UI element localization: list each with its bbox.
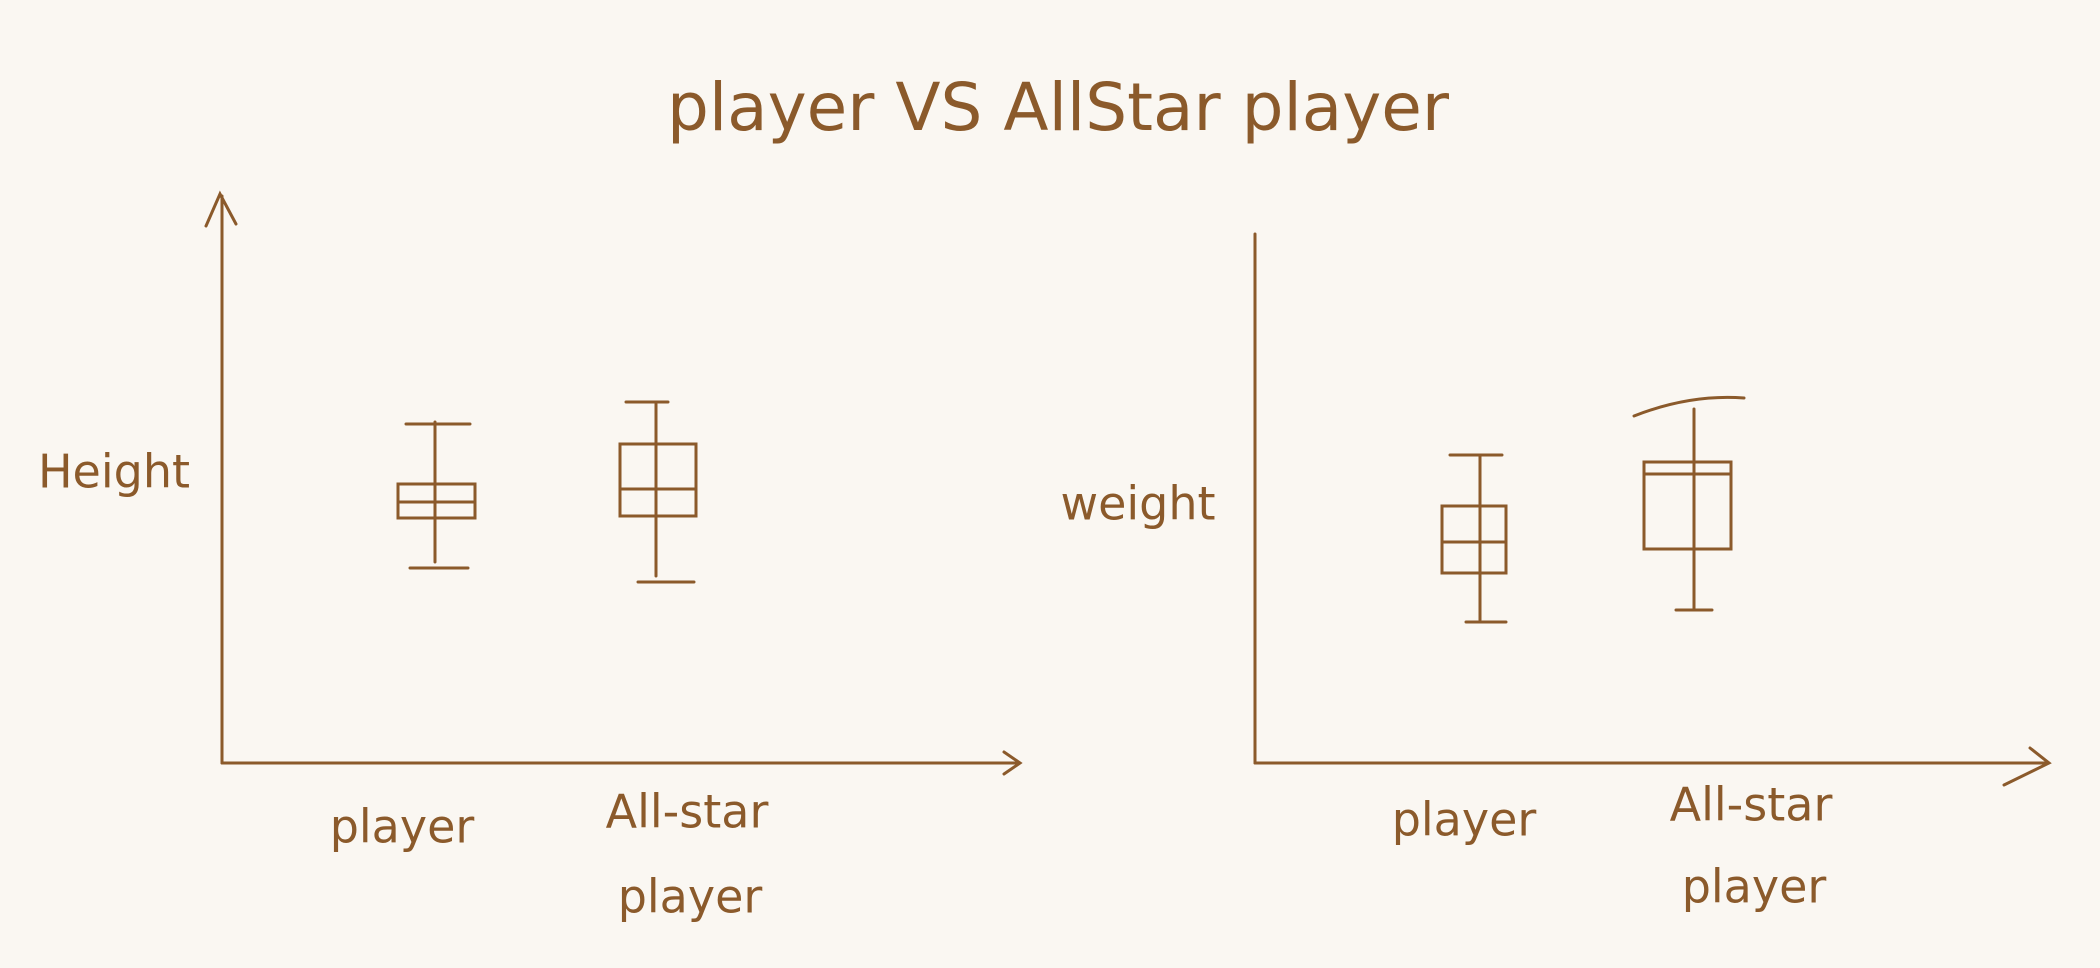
category-label: player (1392, 793, 1537, 847)
box-plot (1632, 395, 1746, 612)
box (618, 442, 698, 518)
box-plot (618, 400, 698, 584)
box-plot (396, 420, 477, 570)
category-label: All-star (606, 785, 769, 839)
whisker (404, 420, 472, 570)
whisker (1632, 395, 1746, 612)
x-axis (1253, 746, 2052, 787)
y-axis (204, 190, 238, 765)
whisker (1448, 453, 1508, 624)
x-axis (220, 750, 1023, 776)
y-axis-label: Height (38, 445, 190, 499)
category-label: All-star (1670, 778, 1833, 832)
category-label: player (618, 870, 763, 924)
right-panel: weight player All-star player (1060, 232, 2052, 914)
left-panel: Height player All-star player (38, 190, 1023, 924)
box (1440, 504, 1508, 575)
box (1642, 460, 1733, 551)
category-label: player (330, 800, 475, 854)
box (396, 482, 477, 520)
box-plot (1440, 453, 1508, 624)
category-label: player (1682, 860, 1827, 914)
title: player VS AllStar player (667, 69, 1450, 146)
y-axis-label: weight (1060, 477, 1215, 531)
